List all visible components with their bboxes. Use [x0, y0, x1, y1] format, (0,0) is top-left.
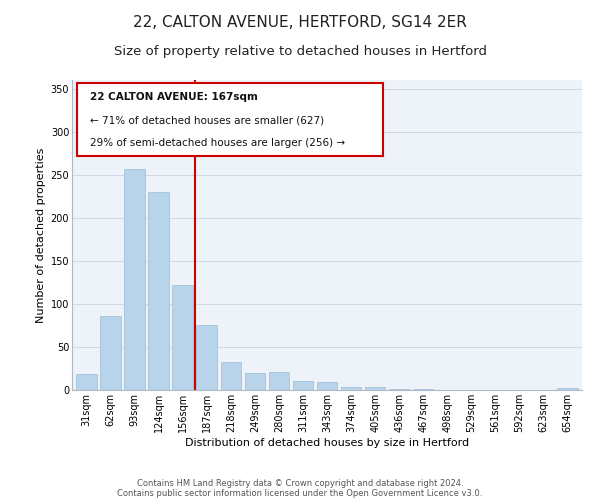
Bar [269, 372, 289, 390]
Bar [557, 388, 578, 390]
Text: 29% of semi-detached houses are larger (256) →: 29% of semi-detached houses are larger (… [90, 138, 345, 148]
Bar [341, 386, 361, 390]
Text: 22, CALTON AVENUE, HERTFORD, SG14 2ER: 22, CALTON AVENUE, HERTFORD, SG14 2ER [133, 15, 467, 30]
Bar [196, 324, 217, 390]
Text: ← 71% of detached houses are smaller (627): ← 71% of detached houses are smaller (62… [90, 115, 324, 125]
Bar [124, 168, 145, 390]
Bar [221, 362, 241, 390]
Bar [293, 380, 313, 390]
Bar [389, 389, 409, 390]
Y-axis label: Number of detached properties: Number of detached properties [37, 148, 46, 322]
Bar [100, 316, 121, 390]
Text: Size of property relative to detached houses in Hertford: Size of property relative to detached ho… [113, 45, 487, 58]
Bar [172, 285, 193, 390]
Bar [76, 374, 97, 390]
Bar [365, 386, 385, 390]
X-axis label: Distribution of detached houses by size in Hertford: Distribution of detached houses by size … [185, 438, 469, 448]
Text: 22 CALTON AVENUE: 167sqm: 22 CALTON AVENUE: 167sqm [90, 92, 258, 102]
Bar [413, 389, 433, 390]
Text: Contains HM Land Registry data © Crown copyright and database right 2024.: Contains HM Land Registry data © Crown c… [137, 478, 463, 488]
Bar [245, 373, 265, 390]
Bar [148, 192, 169, 390]
Bar [317, 382, 337, 390]
Text: Contains public sector information licensed under the Open Government Licence v3: Contains public sector information licen… [118, 488, 482, 498]
FancyBboxPatch shape [77, 83, 383, 156]
